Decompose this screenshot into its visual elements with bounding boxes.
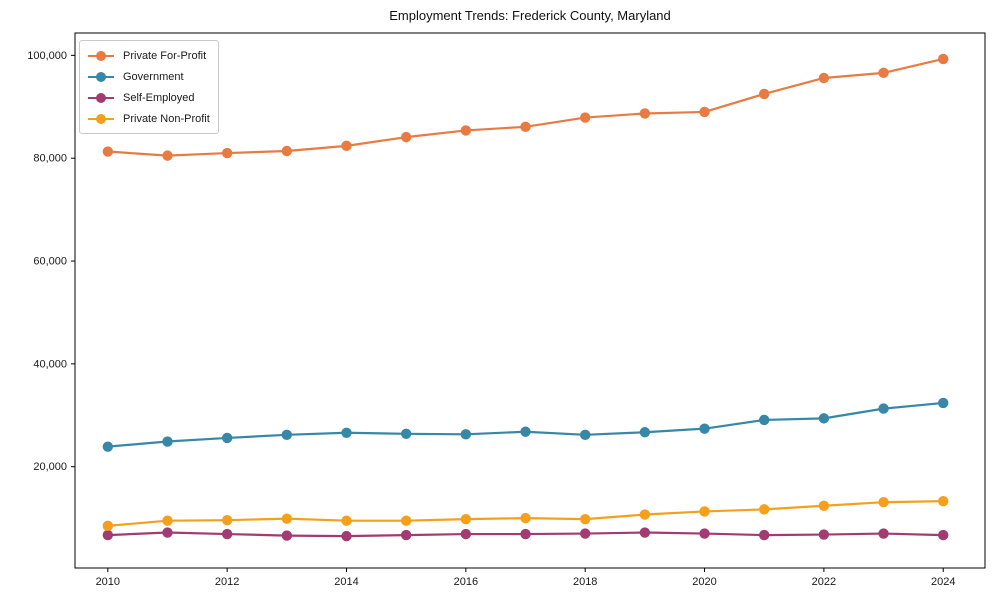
x-tick-label: 2018 bbox=[573, 576, 597, 588]
data-point-self-employed-2013 bbox=[281, 530, 293, 541]
x-tick-label: 2022 bbox=[812, 576, 836, 588]
data-point-self-employed-2022 bbox=[818, 529, 830, 540]
data-point-government-2023 bbox=[878, 403, 889, 414]
data-point-private-non-profit-2024 bbox=[938, 495, 949, 507]
data-point-self-employed-2012 bbox=[221, 528, 233, 540]
legend-label: Private For-Profit bbox=[123, 49, 207, 62]
legend: Private For-Profit Government Self-Emplo… bbox=[79, 40, 219, 134]
plot-frame bbox=[74, 32, 986, 569]
data-point-private-for-profit-2024 bbox=[938, 53, 949, 65]
data-point-self-employed-2021 bbox=[759, 529, 770, 541]
data-point-private-non-profit-2015 bbox=[400, 515, 412, 526]
series-line-private-for-profit bbox=[107, 57, 944, 157]
data-point-private-for-profit-2018 bbox=[579, 112, 591, 123]
data-point-private-non-profit-2010 bbox=[102, 520, 114, 532]
x-tick-label: 2014 bbox=[334, 576, 358, 588]
data-point-self-employed-2023 bbox=[878, 528, 889, 539]
line-marker-icon bbox=[88, 113, 114, 124]
data-point-self-employed-2017 bbox=[520, 528, 531, 540]
y-tick-label: 80,000 bbox=[33, 153, 67, 165]
line-marker-icon bbox=[88, 71, 114, 82]
legend-item-self-employed: Self-Employed bbox=[88, 87, 210, 108]
legend-item-private-for-profit: Private For-Profit bbox=[88, 45, 210, 66]
x-tick-label: 2012 bbox=[215, 576, 239, 588]
data-point-private-non-profit-2020 bbox=[699, 506, 710, 517]
y-tick-label: 60,000 bbox=[33, 256, 67, 268]
legend-label: Government bbox=[123, 70, 184, 83]
line-marker-icon bbox=[88, 92, 114, 103]
data-point-private-non-profit-2011 bbox=[162, 515, 173, 526]
data-point-private-for-profit-2021 bbox=[759, 88, 770, 100]
data-point-private-for-profit-2014 bbox=[341, 140, 352, 152]
data-point-private-non-profit-2021 bbox=[759, 504, 770, 515]
data-point-private-non-profit-2017 bbox=[520, 512, 531, 524]
y-tick-label: 100,000 bbox=[27, 50, 67, 62]
data-point-private-for-profit-2023 bbox=[878, 67, 889, 79]
data-point-private-for-profit-2022 bbox=[818, 72, 830, 84]
data-point-private-non-profit-2014 bbox=[341, 515, 352, 526]
data-point-government-2021 bbox=[759, 414, 770, 426]
series-line-government bbox=[107, 401, 944, 448]
legend-label: Private Non-Profit bbox=[123, 112, 210, 125]
data-point-government-2013 bbox=[281, 429, 293, 441]
data-point-private-for-profit-2020 bbox=[699, 106, 710, 118]
data-point-private-non-profit-2016 bbox=[460, 513, 472, 525]
data-point-private-non-profit-2018 bbox=[579, 513, 591, 525]
data-point-self-employed-2011 bbox=[162, 527, 173, 538]
data-point-government-2024 bbox=[938, 397, 949, 409]
data-point-private-for-profit-2010 bbox=[102, 146, 114, 157]
data-point-self-employed-2014 bbox=[341, 530, 352, 542]
data-point-private-for-profit-2012 bbox=[221, 147, 233, 159]
y-tick-label: 40,000 bbox=[33, 358, 67, 370]
data-point-private-non-profit-2023 bbox=[878, 496, 889, 508]
data-point-self-employed-2024 bbox=[938, 529, 949, 541]
y-tick-label: 20,000 bbox=[33, 461, 67, 473]
data-point-government-2011 bbox=[162, 436, 173, 447]
chart-title: Employment Trends: Frederick County, Mar… bbox=[389, 8, 671, 23]
data-point-private-for-profit-2013 bbox=[281, 145, 293, 157]
data-point-private-non-profit-2013 bbox=[281, 513, 293, 524]
data-point-government-2019 bbox=[639, 427, 651, 438]
legend-label: Self-Employed bbox=[123, 91, 195, 104]
data-point-self-employed-2010 bbox=[102, 529, 114, 541]
data-point-private-for-profit-2016 bbox=[460, 125, 472, 136]
x-tick-label: 2024 bbox=[931, 576, 955, 588]
data-point-self-employed-2015 bbox=[400, 529, 412, 541]
data-point-self-employed-2019 bbox=[639, 527, 651, 538]
data-point-private-for-profit-2017 bbox=[520, 121, 531, 133]
legend-item-government: Government bbox=[88, 66, 210, 87]
x-tick-label: 2020 bbox=[692, 576, 716, 588]
data-point-government-2015 bbox=[400, 428, 412, 440]
data-point-private-for-profit-2011 bbox=[162, 150, 173, 161]
data-point-private-for-profit-2019 bbox=[639, 108, 651, 119]
data-point-government-2014 bbox=[341, 427, 352, 438]
data-point-self-employed-2016 bbox=[460, 528, 472, 540]
data-point-private-non-profit-2012 bbox=[221, 514, 233, 526]
data-point-government-2016 bbox=[460, 429, 472, 440]
data-point-government-2017 bbox=[520, 426, 531, 437]
x-tick-label: 2016 bbox=[454, 576, 478, 588]
data-point-government-2018 bbox=[579, 429, 591, 441]
data-point-government-2010 bbox=[102, 441, 114, 452]
data-point-private-for-profit-2015 bbox=[400, 131, 412, 143]
data-point-private-non-profit-2022 bbox=[818, 500, 830, 511]
x-tick-label: 2010 bbox=[96, 576, 120, 588]
data-point-self-employed-2020 bbox=[699, 528, 710, 539]
data-point-private-non-profit-2019 bbox=[639, 509, 651, 520]
data-point-government-2020 bbox=[699, 423, 710, 434]
data-point-self-employed-2018 bbox=[579, 528, 591, 539]
data-point-government-2022 bbox=[818, 413, 830, 424]
legend-item-private-non-profit: Private Non-Profit bbox=[88, 108, 210, 129]
line-marker-icon bbox=[88, 50, 114, 61]
data-point-government-2012 bbox=[221, 432, 233, 444]
